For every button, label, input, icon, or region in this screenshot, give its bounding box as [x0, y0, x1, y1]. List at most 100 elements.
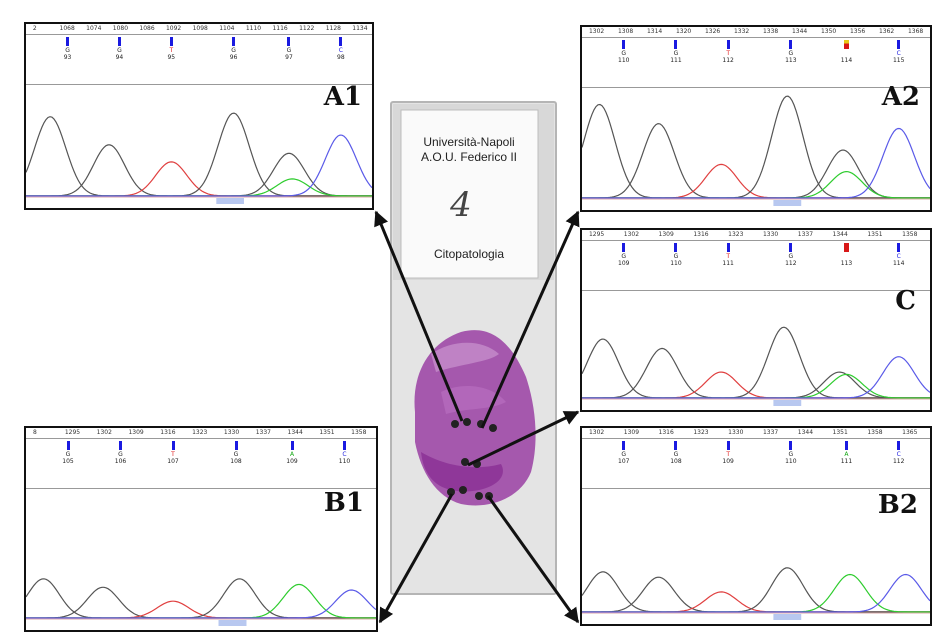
- ruler-tick: 1316: [160, 429, 176, 436]
- ruler-tick: 1320: [675, 28, 692, 35]
- base-position: 112: [892, 458, 905, 465]
- base-position: 110: [670, 260, 682, 267]
- base-call: G 110: [609, 39, 639, 64]
- base-letter: G: [118, 451, 123, 458]
- base-call: C 112: [884, 440, 914, 465]
- quality-bar: [290, 441, 294, 450]
- trace-peak: [26, 112, 372, 197]
- base-call: G 108: [221, 440, 251, 465]
- trace-peak: [582, 567, 930, 613]
- base-letter: G: [621, 253, 627, 260]
- base-position: 107: [167, 458, 179, 465]
- quality-bar: [232, 37, 236, 46]
- trace-peak: [582, 373, 930, 399]
- ruler-tick: 1344: [791, 28, 808, 35]
- quality-bar: [674, 441, 678, 450]
- ruler-tick: 1351: [319, 429, 335, 436]
- quality-bar: [66, 37, 70, 46]
- base-position: 110: [618, 57, 630, 64]
- quality-bar: [897, 441, 901, 450]
- ruler-tick: 1309: [128, 429, 144, 436]
- base-position: 110: [785, 458, 797, 465]
- panel-label: A1: [323, 82, 362, 112]
- base-position: 94: [115, 54, 124, 61]
- ruler: 1302 1309 1316 1323 1330 1337 1344 1351 1358 1365: [582, 428, 930, 439]
- ruler-tick: 1080: [112, 25, 129, 32]
- trace-highlight: [218, 620, 247, 626]
- base-call: G 96: [219, 36, 249, 61]
- panel-b2-chromatogram: 1302 1309 1316 1323 1330 1337 1344 1351 1358 1365…: [580, 426, 932, 626]
- panel-label: C: [895, 286, 916, 316]
- panel-label: B1: [323, 488, 364, 518]
- ruler-tick: 1337: [255, 429, 271, 436]
- base-calls: G 93 G 94 T 95 G 96 G 97 C 98: [26, 36, 372, 85]
- base-position: 111: [840, 458, 853, 465]
- quality-bar: [789, 40, 793, 49]
- base-position: 114: [892, 260, 905, 267]
- base-call: G 93: [53, 36, 83, 61]
- ruler-tick: 1358: [351, 429, 367, 436]
- base-call: G 112: [776, 242, 806, 267]
- base-letter: [831, 253, 861, 260]
- ruler-tick: 1116: [272, 25, 288, 32]
- trace-highlight: [216, 198, 244, 204]
- base-call: T 95: [156, 36, 186, 61]
- base-call: G 111: [661, 39, 691, 64]
- base-position: 112: [785, 260, 797, 267]
- slide-department: Citopatologia: [434, 247, 504, 261]
- ruler-tick: 1344: [287, 429, 303, 436]
- base-letter: G: [65, 47, 70, 54]
- base-letter: G: [621, 50, 627, 57]
- ruler-tick: 1365: [902, 429, 918, 436]
- ruler-tick: 1309: [623, 429, 640, 436]
- slide-institution-line1: Università-Napoli: [423, 135, 514, 149]
- trace-peak: [582, 127, 930, 199]
- ruler-tick: 1351: [832, 429, 848, 436]
- ruler-tick: 1316: [658, 429, 674, 436]
- ruler-tick: 1302: [96, 429, 112, 436]
- quality-bar: [66, 441, 70, 450]
- base-call: G 106: [106, 440, 136, 465]
- base-letter: G: [673, 253, 679, 260]
- base-letter: G: [788, 50, 794, 57]
- ruler-tick: 8: [33, 429, 37, 436]
- base-letter: T: [169, 47, 174, 54]
- trace-peak: [582, 95, 930, 199]
- base-position: 108: [230, 458, 242, 465]
- base-letter: G: [673, 451, 679, 458]
- base-call: 113: [831, 242, 861, 267]
- ruler-tick: 1323: [693, 429, 709, 436]
- quality-bar: [339, 37, 343, 46]
- panel-label: A2: [881, 82, 920, 112]
- base-call: T 109: [713, 440, 743, 465]
- ruler: 8 1295 1302 1309 1316 1323 1330 1337 1344 1351 135…: [26, 428, 376, 439]
- base-call: G 97: [274, 36, 304, 61]
- base-position: 114: [840, 57, 853, 64]
- panel-b1-chromatogram: 8 1295 1302 1309 1316 1323 1330 1337 1344 1351 135…: [24, 426, 378, 632]
- base-position: 105: [62, 458, 74, 465]
- trace-peak: [582, 122, 930, 199]
- ruler-tick: 1330: [728, 429, 744, 436]
- ruler-tick: 1086: [139, 25, 155, 32]
- trace-plot: [26, 578, 376, 626]
- base-letter: G: [233, 451, 239, 458]
- ruler: 2 1068 1074 1080 1086 1092 1098 1104 1110 1116 112…: [26, 24, 372, 35]
- base-letter: A: [289, 451, 295, 458]
- base-position: 113: [840, 260, 853, 267]
- trace-highlight: [773, 200, 802, 206]
- ruler-tick: 1358: [867, 429, 883, 436]
- base-letter: T: [171, 451, 175, 458]
- ruler-tick: 1330: [762, 231, 779, 238]
- slide-institution-line2: A.O.U. Federico II: [421, 150, 517, 164]
- ruler-tick: 1330: [223, 429, 240, 436]
- trace-plot: [582, 95, 930, 206]
- base-call: A 111: [831, 440, 861, 465]
- quality-bar: [622, 441, 626, 450]
- trace-peak: [26, 586, 376, 619]
- trace-peak: [26, 583, 376, 619]
- quality-bar: [726, 243, 730, 252]
- ruler-tick: 1344: [832, 231, 848, 238]
- base-calls: G 110 G 111 T 112 G 113 114 C 115: [582, 39, 930, 88]
- ruler-tick: 1351: [867, 231, 883, 238]
